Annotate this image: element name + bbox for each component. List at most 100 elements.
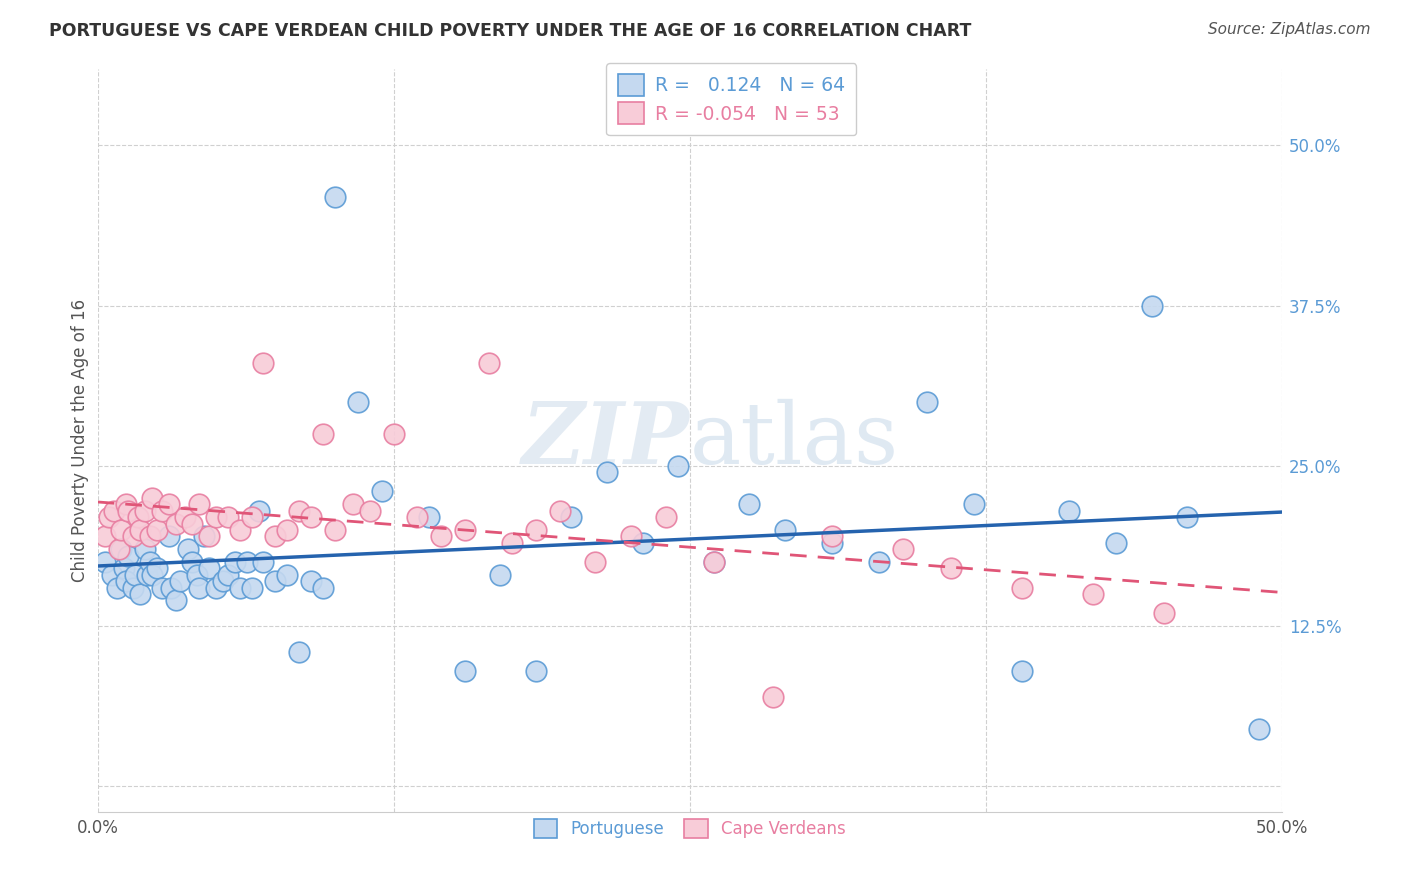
Point [141, 567, 163, 582]
Point [240, 581, 263, 595]
Point [1177, 510, 1199, 524]
Point [136, 567, 159, 582]
Point [165, 516, 187, 531]
Point [501, 535, 523, 549]
Point [217, 567, 239, 582]
Point [489, 567, 512, 582]
Point [524, 523, 547, 537]
Point [1140, 299, 1163, 313]
Point [276, 567, 298, 582]
Point [150, 581, 173, 595]
Point [1153, 606, 1175, 620]
Point [477, 356, 499, 370]
Point [117, 549, 139, 563]
Point [105, 581, 128, 595]
Point [454, 664, 477, 678]
Point [703, 555, 725, 569]
Point [98, 510, 121, 524]
Point [323, 189, 346, 203]
Point [129, 523, 152, 537]
Point [134, 542, 156, 557]
Point [198, 561, 221, 575]
Point [141, 491, 163, 505]
Point [188, 581, 211, 595]
Point [146, 561, 169, 575]
Point [342, 497, 364, 511]
Point [174, 510, 197, 524]
Point [915, 394, 938, 409]
Point [247, 504, 270, 518]
Point [548, 504, 571, 518]
Point [264, 529, 287, 543]
Point [93, 529, 115, 543]
Text: Source: ZipAtlas.com: Source: ZipAtlas.com [1208, 22, 1371, 37]
Point [1105, 535, 1128, 549]
Point [193, 529, 215, 543]
Point [165, 593, 187, 607]
Point [1057, 504, 1080, 518]
Point [264, 574, 287, 589]
Point [583, 555, 606, 569]
Point [738, 497, 761, 511]
Point [821, 535, 844, 549]
Point [236, 555, 259, 569]
Point [939, 561, 962, 575]
Point [112, 561, 135, 575]
Point [110, 542, 132, 557]
Point [176, 542, 198, 557]
Point [1011, 664, 1033, 678]
Point [150, 504, 173, 518]
Point [311, 581, 333, 595]
Point [157, 529, 180, 543]
Point [868, 555, 890, 569]
Point [110, 523, 132, 537]
Point [252, 356, 274, 370]
Point [124, 567, 146, 582]
Point [299, 510, 322, 524]
Point [205, 510, 228, 524]
Point [596, 465, 619, 479]
Point [963, 497, 986, 511]
Point [773, 523, 796, 537]
Point [418, 510, 440, 524]
Point [454, 523, 477, 537]
Point [821, 529, 844, 543]
Point [347, 394, 370, 409]
Point [157, 497, 180, 511]
Point [138, 555, 160, 569]
Point [762, 690, 785, 704]
Point [93, 555, 115, 569]
Point [891, 542, 914, 557]
Point [703, 555, 725, 569]
Point [138, 529, 160, 543]
Point [169, 574, 191, 589]
Point [406, 510, 429, 524]
Point [205, 581, 228, 595]
Point [188, 497, 211, 511]
Point [108, 542, 131, 557]
Text: atlas: atlas [690, 399, 898, 482]
Legend: Portuguese, Cape Verdeans: Portuguese, Cape Verdeans [527, 812, 852, 845]
Y-axis label: Child Poverty Under the Age of 16: Child Poverty Under the Age of 16 [72, 299, 89, 582]
Point [122, 581, 145, 595]
Point [240, 510, 263, 524]
Point [181, 555, 204, 569]
Point [103, 504, 125, 518]
Point [299, 574, 322, 589]
Point [198, 529, 221, 543]
Point [134, 504, 156, 518]
Text: PORTUGUESE VS CAPE VERDEAN CHILD POVERTY UNDER THE AGE OF 16 CORRELATION CHART: PORTUGUESE VS CAPE VERDEAN CHILD POVERTY… [49, 22, 972, 40]
Point [288, 504, 311, 518]
Point [323, 523, 346, 537]
Point [311, 426, 333, 441]
Point [122, 529, 145, 543]
Point [160, 581, 183, 595]
Point [217, 510, 239, 524]
Point [1081, 587, 1104, 601]
Point [115, 497, 138, 511]
Point [224, 555, 246, 569]
Point [212, 574, 235, 589]
Point [631, 535, 654, 549]
Point [371, 484, 394, 499]
Point [146, 523, 169, 537]
